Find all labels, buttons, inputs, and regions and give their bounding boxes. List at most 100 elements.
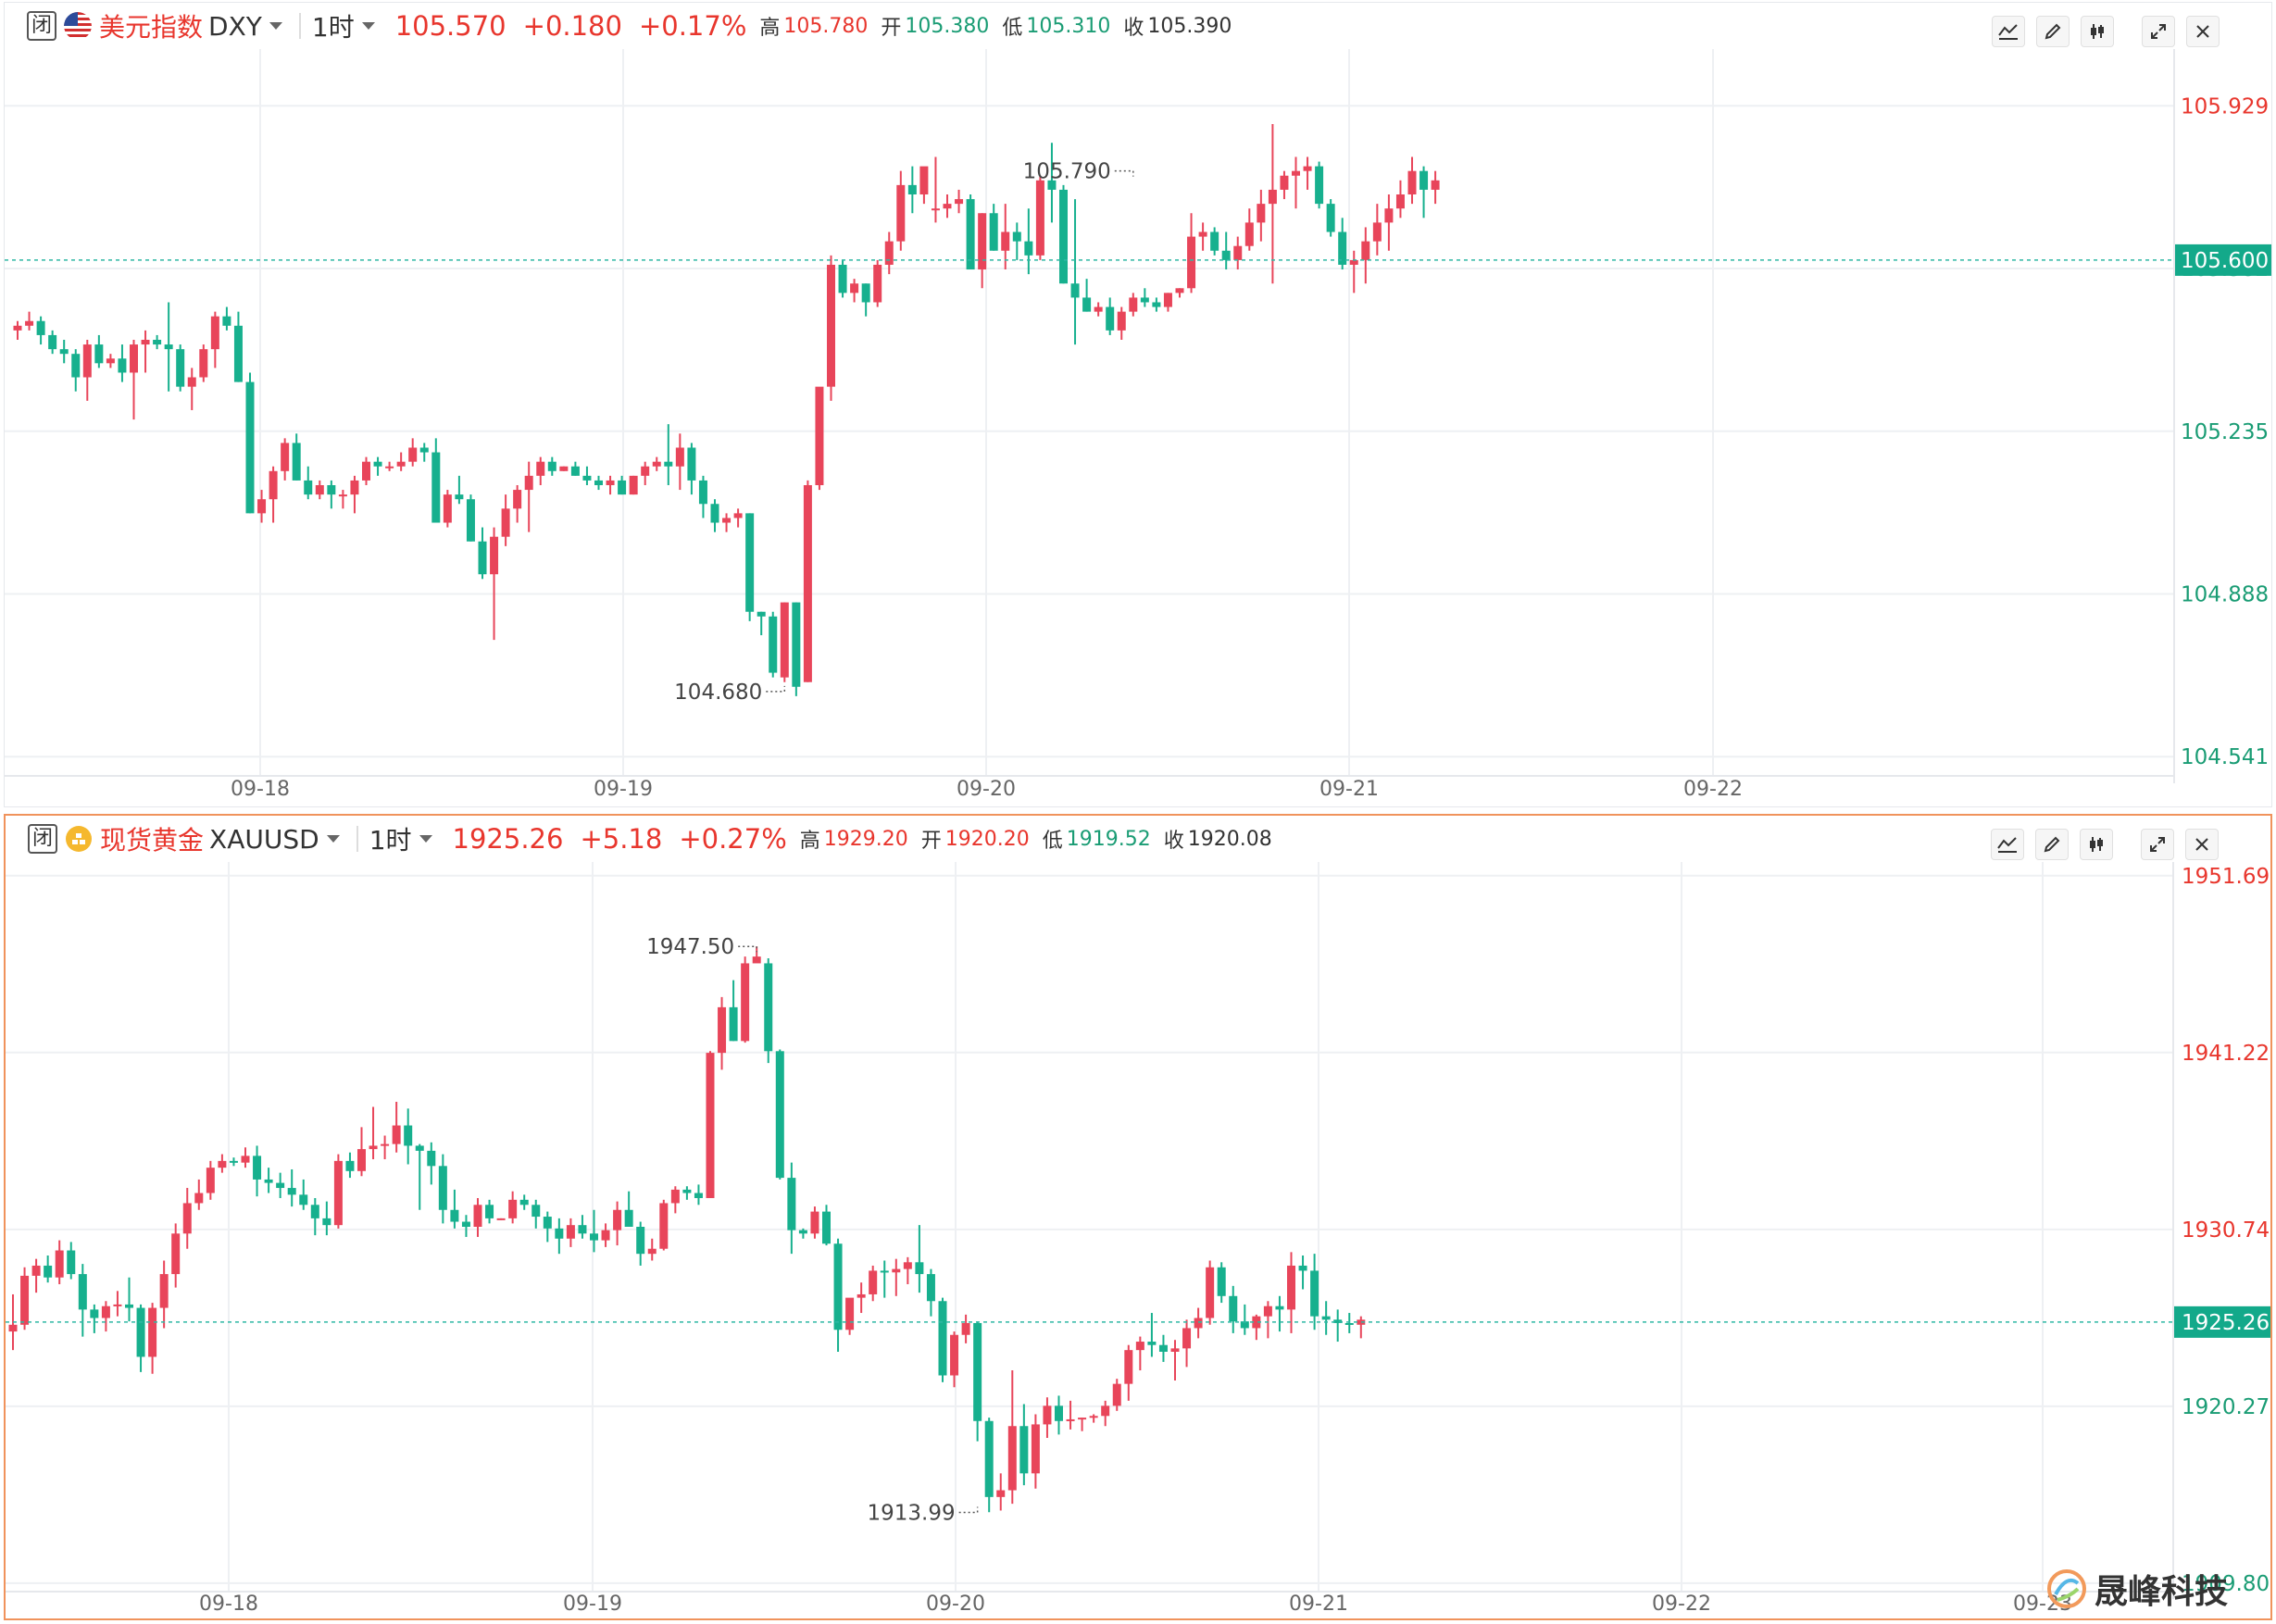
time-tick-label: 09-22: [1652, 1593, 1711, 1616]
close-icon[interactable]: [2185, 829, 2219, 860]
candle-body: [159, 1274, 169, 1308]
candle-body: [1240, 1321, 1249, 1329]
candle-body: [978, 213, 987, 270]
open-value: 105.380: [905, 14, 990, 38]
candle-body: [955, 199, 964, 205]
price-tick-label: 105.235: [2181, 420, 2269, 444]
instrument-code[interactable]: XAUUSD: [209, 823, 319, 855]
grid-lines: [6, 862, 2174, 1599]
time-tick-label: 09-22: [1683, 778, 1743, 801]
candle-body: [1175, 288, 1184, 294]
candle-body: [345, 1160, 355, 1171]
price-tick-label: 104.888: [2181, 582, 2269, 606]
candle-body: [141, 340, 150, 345]
candle-body: [559, 466, 569, 471]
candle-body: [461, 1221, 470, 1227]
candle-body: [892, 1268, 901, 1273]
candle-body: [869, 1270, 878, 1294]
candle-body: [338, 494, 347, 497]
candle-body: [950, 1334, 959, 1376]
candle-body: [194, 1193, 204, 1204]
candle-body: [803, 485, 812, 682]
time-tick-label: 09-20: [926, 1593, 985, 1616]
candle-body: [369, 1145, 378, 1150]
candle-body: [1112, 1383, 1121, 1406]
candle-body: [1055, 1405, 1063, 1421]
draw-icon[interactable]: [2036, 16, 2070, 47]
grid-lines: [5, 49, 2175, 783]
high-label: 高: [759, 17, 781, 40]
time-tick-label: 09-19: [563, 1593, 622, 1616]
candle-body: [82, 344, 92, 378]
candle-body: [94, 344, 104, 364]
candle-body: [570, 466, 580, 476]
candle-body: [176, 349, 185, 387]
candle-body: [508, 1199, 518, 1218]
open-label: 开: [920, 830, 942, 853]
instrument-name[interactable]: 美元指数: [99, 12, 204, 43]
instrument-code[interactable]: DXY: [208, 10, 262, 42]
candle-body: [1124, 1350, 1133, 1384]
candle-body: [1244, 222, 1254, 246]
period-selector[interactable]: 1时: [369, 825, 412, 856]
candle-body: [67, 1250, 76, 1275]
chevron-down-icon[interactable]: [269, 22, 282, 30]
candle-body: [590, 1233, 598, 1241]
candle-body: [1229, 1295, 1238, 1322]
candle-body: [694, 1193, 703, 1198]
chevron-down-icon[interactable]: [419, 835, 432, 843]
candle-body: [13, 325, 22, 331]
candle-body: [659, 1203, 669, 1249]
candle-body: [1024, 241, 1033, 256]
annotations: 1947.50 1913.99: [646, 935, 979, 1525]
candle-body: [1163, 293, 1172, 307]
price-tick-label: 1930.74: [2182, 1218, 2270, 1243]
candle-body: [253, 1156, 262, 1180]
watermark: 晟峰科技: [2046, 1565, 2228, 1613]
candle-body: [153, 340, 162, 345]
draw-icon[interactable]: [2035, 829, 2069, 860]
candle-body: [792, 602, 801, 687]
instrument-name[interactable]: 现货黄金: [100, 825, 205, 856]
candle-body: [752, 956, 761, 964]
indicator-icon[interactable]: [1992, 16, 2025, 47]
candle-body: [431, 452, 441, 523]
candle-body: [1170, 1348, 1180, 1352]
close-value: 1920.08: [1187, 827, 1272, 851]
candle-body: [136, 1307, 145, 1357]
candle-body: [1019, 1426, 1029, 1474]
time-tick-label: 09-19: [594, 778, 653, 801]
candle-body: [733, 513, 743, 518]
candle-body: [171, 1233, 181, 1275]
candle-type-icon[interactable]: [2080, 829, 2113, 860]
candle-body: [455, 494, 464, 500]
candle-type-icon[interactable]: [2081, 16, 2114, 47]
fullscreen-icon[interactable]: [2141, 829, 2174, 860]
candle-body: [218, 1160, 227, 1168]
candle-body: [59, 349, 69, 355]
candle-body: [629, 475, 638, 495]
candle-body: [1078, 1418, 1087, 1420]
indicator-icon[interactable]: [1991, 829, 2024, 860]
chevron-down-icon[interactable]: [326, 835, 340, 843]
time-axis: 09-18 09-19 09-20 09-21 09-22 09-23: [199, 1593, 2072, 1616]
candle-body: [233, 325, 243, 382]
low-label: 低: [1042, 830, 1063, 853]
candle-body: [745, 513, 755, 612]
fullscreen-icon[interactable]: [2142, 16, 2175, 47]
candle-body: [1007, 1426, 1017, 1491]
candle-body: [419, 447, 429, 453]
chevron-down-icon[interactable]: [361, 22, 375, 30]
candle-body: [385, 466, 394, 468]
candle-body: [810, 1211, 819, 1234]
candle-body: [78, 1274, 87, 1310]
xauusd-chart-svg[interactable]: 1947.50 1913.99 1951.69 1941.22 1930.74 1920…: [6, 816, 2270, 1618]
high-value: 1929.20: [823, 827, 908, 851]
candle-body: [496, 1218, 506, 1220]
close-icon[interactable]: [2186, 16, 2220, 47]
candle-body: [25, 320, 34, 326]
candle-body: [566, 1225, 575, 1239]
period-selector[interactable]: 1时: [311, 12, 355, 43]
